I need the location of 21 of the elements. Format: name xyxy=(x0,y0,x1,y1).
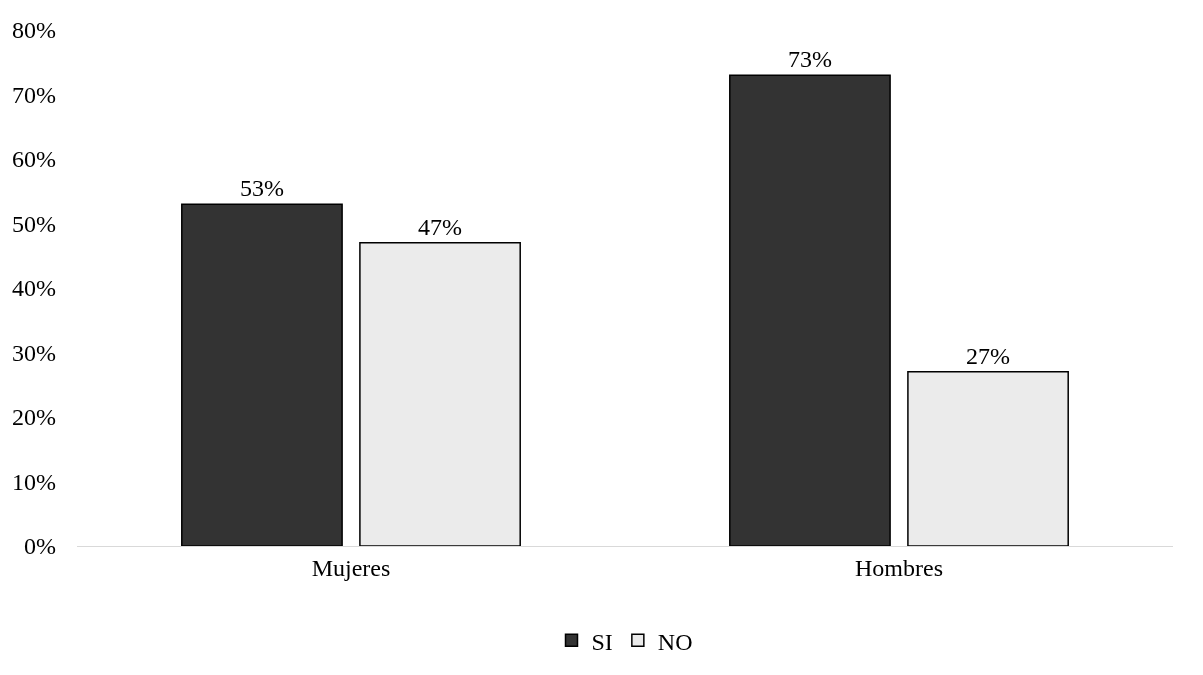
bar xyxy=(181,203,343,546)
data-label: 73% xyxy=(787,46,832,73)
x-tick-label: Hombres xyxy=(855,554,943,581)
y-tick-label: 70% xyxy=(12,81,56,108)
x-tick-label: Mujeres xyxy=(311,554,391,581)
data-label: 47% xyxy=(418,213,463,240)
y-tick-label: 80% xyxy=(12,17,56,44)
y-tick-label: 0% xyxy=(24,533,56,560)
legend-label: SI xyxy=(591,628,613,655)
bar xyxy=(729,74,891,546)
y-tick-label: 10% xyxy=(12,468,56,495)
y-tick-label: 30% xyxy=(12,339,56,366)
data-label: 27% xyxy=(966,342,1011,369)
y-tick-label: 60% xyxy=(12,146,56,173)
bar xyxy=(907,371,1069,546)
y-tick-label: 40% xyxy=(12,275,56,302)
y-tick-label: 20% xyxy=(12,404,56,431)
data-label: 53% xyxy=(239,175,284,202)
legend-label: NO xyxy=(657,628,693,655)
bar xyxy=(359,242,521,546)
y-tick-label: 50% xyxy=(12,210,56,237)
